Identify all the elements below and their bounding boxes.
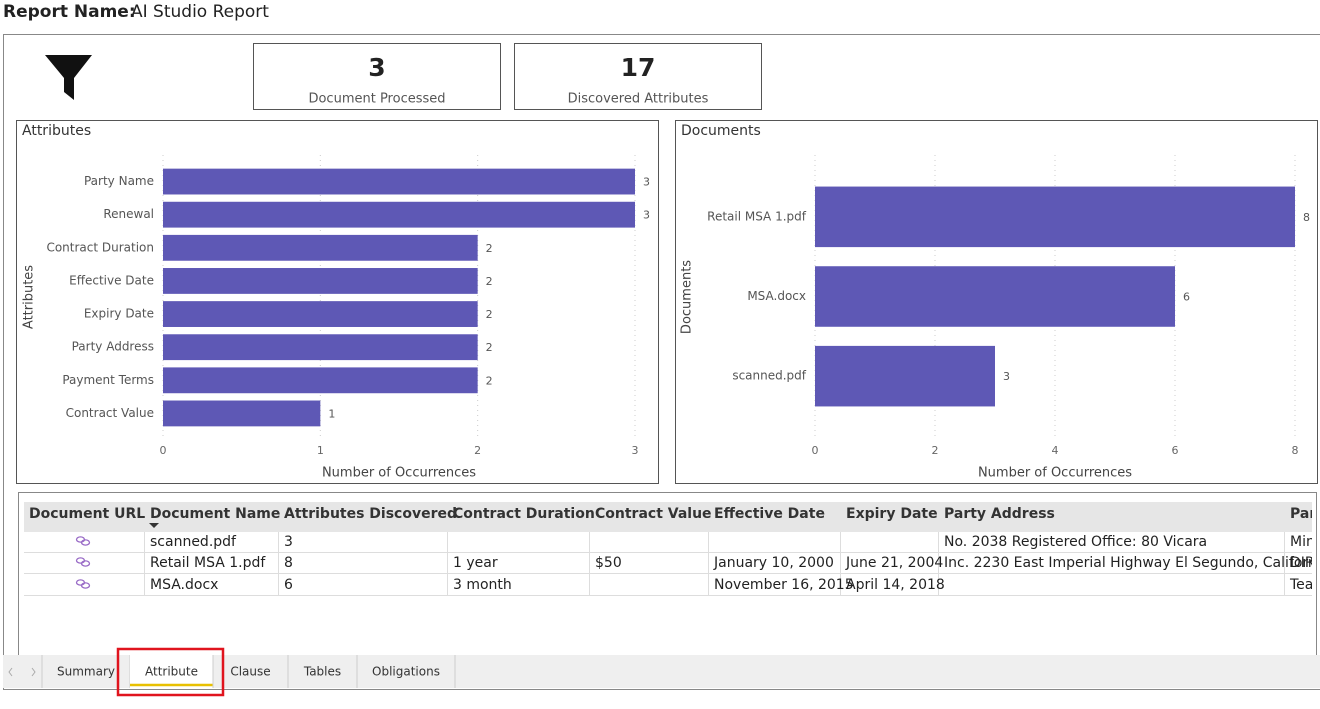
data-label: 2 bbox=[486, 374, 493, 387]
y-tick-label: Effective Date bbox=[69, 273, 154, 287]
bar bbox=[163, 268, 478, 294]
data-label: 2 bbox=[486, 341, 493, 354]
bar bbox=[163, 334, 478, 360]
tab-label[interactable]: Summary bbox=[57, 665, 115, 679]
table-cell: Inc. 2230 East Imperial Highway El Segun… bbox=[944, 555, 1320, 571]
table-cell: April 14, 2018 bbox=[846, 577, 945, 593]
column-header[interactable]: Contract Duration bbox=[453, 506, 595, 522]
x-tick-label: 4 bbox=[1052, 444, 1059, 457]
y-tick-label: Payment Terms bbox=[62, 373, 154, 387]
kpi-value: 3 bbox=[368, 53, 385, 82]
bar bbox=[163, 367, 478, 393]
y-tick-label: Party Address bbox=[72, 340, 154, 354]
chart-title: Attributes bbox=[22, 123, 91, 139]
table-cell: No. 2038 Registered Office: 80 Vicara bbox=[944, 534, 1207, 550]
table-cell: November 16, 2015 bbox=[714, 577, 854, 593]
x-tick-label: 8 bbox=[1292, 444, 1299, 457]
table-cell: Retail MSA 1.pdf bbox=[150, 555, 266, 571]
column-header[interactable]: Expiry Date bbox=[846, 506, 938, 522]
bar bbox=[815, 346, 995, 407]
tab-label[interactable]: Tables bbox=[303, 665, 341, 679]
tab-label[interactable]: Attribute bbox=[145, 665, 198, 679]
table-cell: 6 bbox=[284, 577, 293, 593]
column-header[interactable]: Attributes Discovered bbox=[284, 506, 457, 522]
table-cell: June 21, 2004 bbox=[845, 555, 943, 571]
header-label: Report Name: bbox=[3, 2, 136, 22]
x-axis-label: Number of Occurrences bbox=[978, 466, 1132, 481]
x-tick-label: 0 bbox=[812, 444, 819, 457]
bar bbox=[163, 202, 635, 228]
table-cell: DIR bbox=[1290, 555, 1315, 571]
table-cell: $50 bbox=[595, 555, 622, 571]
y-axis-label: Attributes bbox=[22, 265, 37, 329]
table-cell: Min bbox=[1290, 534, 1315, 550]
bar bbox=[815, 187, 1295, 248]
y-tick-label: Party Name bbox=[84, 174, 154, 188]
chart-title: Documents bbox=[681, 123, 761, 139]
column-header[interactable]: Document URL bbox=[29, 506, 145, 522]
data-label: 3 bbox=[1003, 370, 1010, 383]
bar bbox=[163, 301, 478, 327]
data-label: 2 bbox=[486, 242, 493, 255]
data-label: 8 bbox=[1303, 211, 1310, 224]
table-cell: 8 bbox=[284, 555, 293, 571]
column-header[interactable]: Party Address bbox=[944, 506, 1055, 522]
data-label: 1 bbox=[328, 407, 335, 420]
kpi-label: Document Processed bbox=[308, 92, 445, 107]
bar bbox=[815, 266, 1175, 327]
x-tick-label: 0 bbox=[160, 444, 167, 457]
table-cell: MSA.docx bbox=[150, 577, 218, 593]
x-tick-label: 6 bbox=[1172, 444, 1179, 457]
data-label: 6 bbox=[1183, 291, 1190, 304]
bar bbox=[163, 169, 635, 195]
bar bbox=[163, 235, 478, 261]
data-label: 3 bbox=[643, 209, 650, 222]
y-tick-label: Contract Value bbox=[66, 406, 154, 420]
y-tick-label: scanned.pdf bbox=[732, 369, 806, 383]
x-tick-label: 2 bbox=[474, 444, 481, 457]
y-tick-label: MSA.docx bbox=[747, 289, 806, 303]
table-cell: 3 bbox=[284, 534, 293, 550]
data-label: 3 bbox=[643, 176, 650, 189]
table-cell: scanned.pdf bbox=[150, 534, 237, 550]
x-tick-label: 2 bbox=[932, 444, 939, 457]
tab-label[interactable]: Obligations bbox=[372, 665, 440, 679]
bar bbox=[163, 401, 320, 427]
header-title: AI Studio Report bbox=[131, 2, 269, 22]
y-tick-label: Renewal bbox=[103, 207, 154, 221]
kpi-label: Discovered Attributes bbox=[568, 92, 709, 107]
column-header[interactable]: Effective Date bbox=[714, 506, 825, 522]
y-tick-label: Expiry Date bbox=[84, 307, 154, 321]
x-tick-label: 1 bbox=[317, 444, 324, 457]
column-header[interactable]: Document Name bbox=[150, 506, 280, 522]
data-label: 2 bbox=[486, 275, 493, 288]
y-axis-label: Documents bbox=[680, 260, 695, 334]
column-header[interactable]: Contract Value bbox=[595, 506, 712, 522]
x-tick-label: 3 bbox=[632, 444, 639, 457]
table-cell: January 10, 2000 bbox=[713, 555, 834, 571]
x-axis-label: Number of Occurrences bbox=[322, 466, 476, 481]
kpi-value: 17 bbox=[621, 53, 656, 82]
table-cell: 3 month bbox=[453, 577, 512, 593]
table-cell: 1 year bbox=[453, 555, 498, 571]
y-tick-label: Retail MSA 1.pdf bbox=[707, 209, 807, 223]
data-label: 2 bbox=[486, 308, 493, 321]
y-tick-label: Contract Duration bbox=[46, 240, 154, 254]
tab-label[interactable]: Clause bbox=[230, 665, 270, 679]
